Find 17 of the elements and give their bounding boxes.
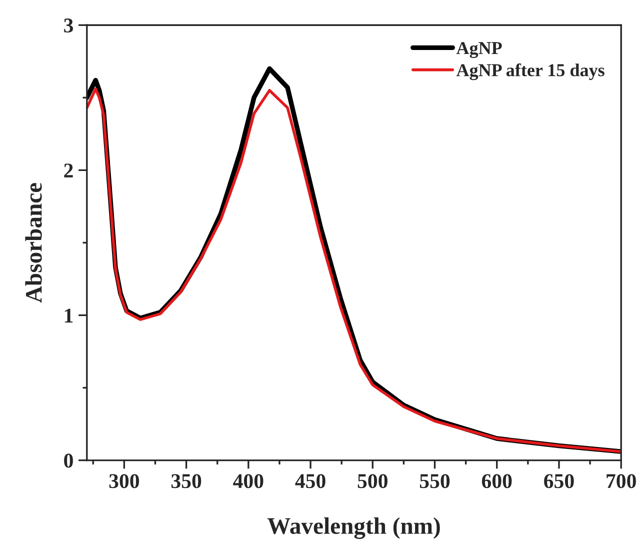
x-tick-label: 550 <box>420 474 450 488</box>
x-tick-label: 300 <box>109 474 140 488</box>
x-tick-label: 400 <box>233 474 264 488</box>
x-tick-label: 500 <box>358 474 388 488</box>
x-tick-label: 700 <box>606 474 636 488</box>
x-axis-title: Wavelength (nm) <box>267 517 440 539</box>
x-tick-label: 450 <box>295 474 326 488</box>
y-tick-label: 2 <box>64 164 73 178</box>
y-tick-label: 3 <box>64 18 73 33</box>
x-tick-label: 650 <box>544 474 574 488</box>
y-tick-label: 1 <box>64 308 73 322</box>
y-tick-label: 0 <box>64 454 73 468</box>
x-tick-label: 350 <box>171 474 202 488</box>
y-axis-title: Absorbance <box>25 182 42 303</box>
legend-label: AgNP after 15 days <box>456 63 604 80</box>
x-tick-label: 600 <box>482 474 512 488</box>
legend-label: AgNP <box>456 42 502 58</box>
